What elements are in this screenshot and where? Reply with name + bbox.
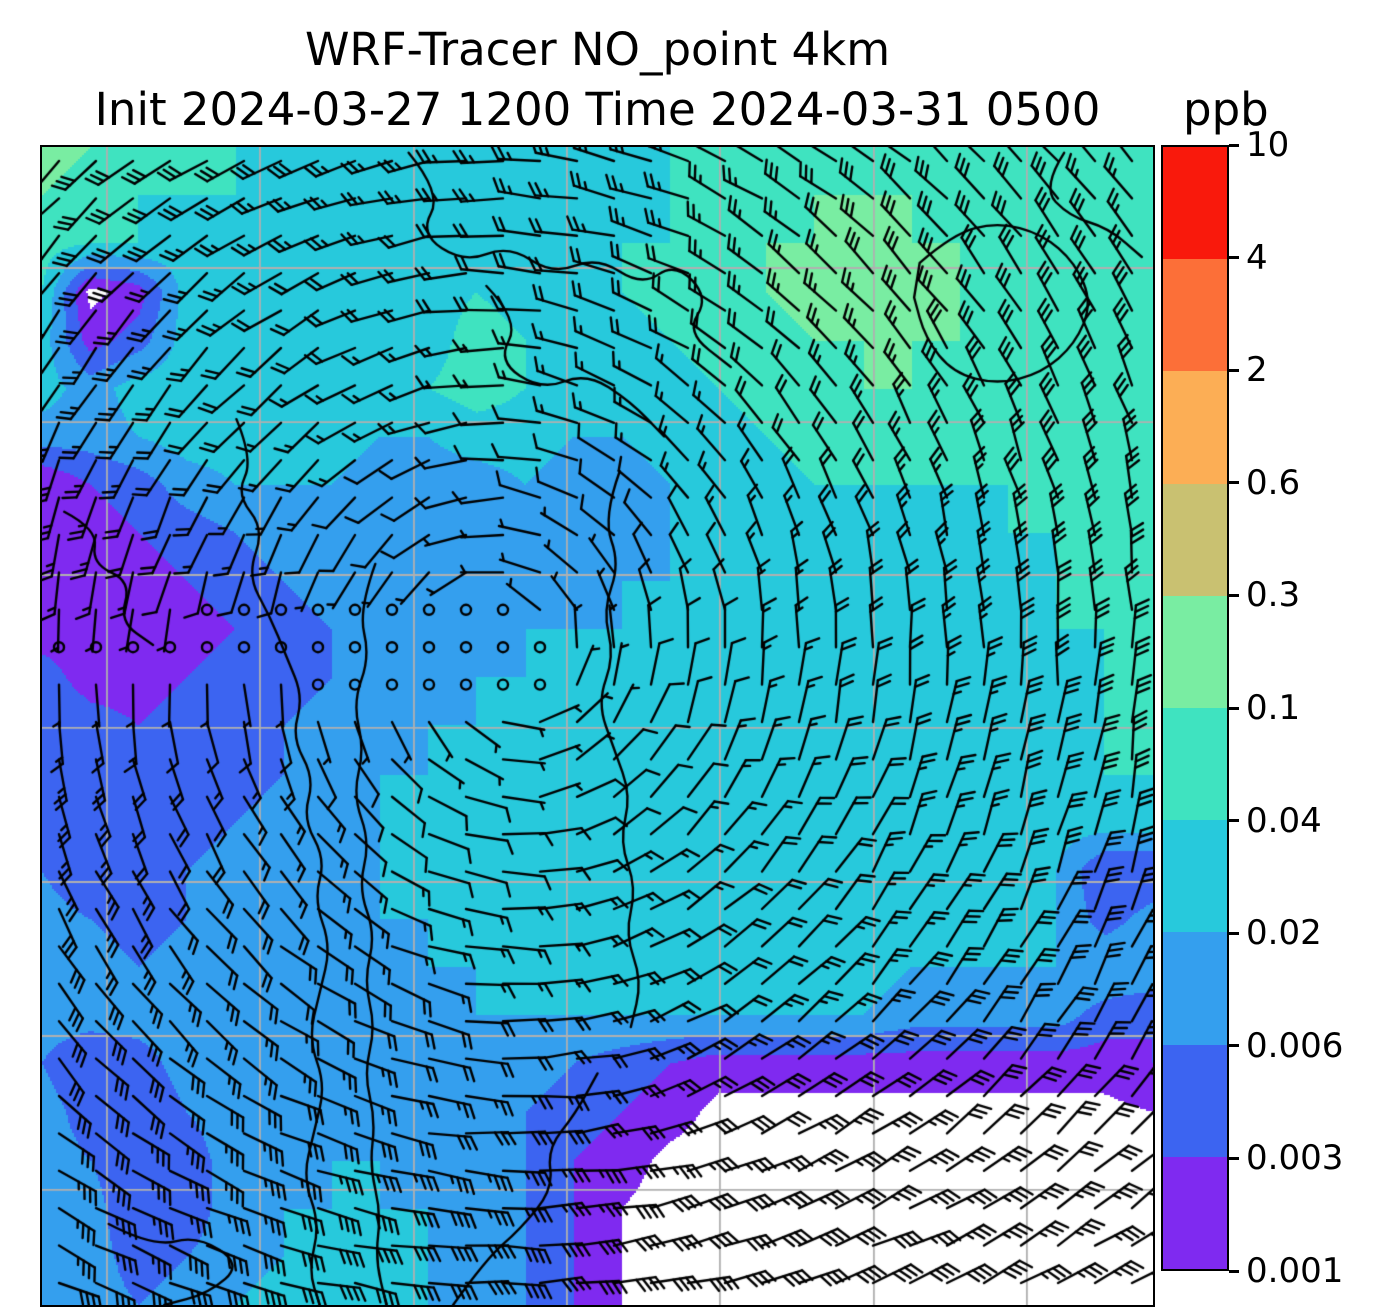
colorbar-tick-label: 0.001 xyxy=(1246,1251,1344,1291)
colorbar-tick xyxy=(1229,1269,1239,1273)
colorbar-tick xyxy=(1229,593,1239,597)
colorbar-tick-label: 10 xyxy=(1246,125,1290,165)
colorbar-tick xyxy=(1229,706,1239,710)
colorbar xyxy=(1161,145,1229,1271)
colorbar-tick-label: 0.006 xyxy=(1246,1025,1344,1066)
colorbar-band xyxy=(1163,708,1227,821)
colorbar-tick-label: 0.1 xyxy=(1246,688,1301,728)
figure-title: WRF-Tracer NO_point 4km xyxy=(304,23,891,76)
colorbar-tick xyxy=(1229,481,1239,485)
colorbar-tick-label: 0.02 xyxy=(1246,913,1322,954)
colorbar-tick-label: 2 xyxy=(1246,350,1268,391)
colorbar-tick-label: 4 xyxy=(1246,237,1268,278)
map-canvas xyxy=(40,145,1155,1307)
colorbar-tick xyxy=(1229,1044,1239,1048)
colorbar-band xyxy=(1163,483,1227,596)
colorbar-tick xyxy=(1229,143,1239,147)
colorbar-band xyxy=(1163,1156,1227,1270)
colorbar-band xyxy=(1163,147,1227,260)
colorbar-tick xyxy=(1229,819,1239,823)
colorbar-tick-label: 0.6 xyxy=(1246,462,1301,503)
colorbar-band xyxy=(1163,371,1227,484)
colorbar-band xyxy=(1163,1044,1227,1157)
colorbar-tick xyxy=(1229,931,1239,935)
colorbar-tick-label: 0.003 xyxy=(1246,1138,1344,1179)
colorbar-unit-label: ppb xyxy=(1183,83,1269,136)
colorbar-tick-label: 0.3 xyxy=(1246,575,1301,616)
colorbar-band xyxy=(1163,932,1227,1045)
figure-subtitle: Init 2024-03-27 1200 Time 2024-03-31 050… xyxy=(94,83,1101,136)
colorbar-band xyxy=(1163,259,1227,372)
colorbar-tick xyxy=(1229,368,1239,372)
colorbar-tick xyxy=(1229,256,1239,260)
colorbar-tick xyxy=(1229,1156,1239,1160)
colorbar-tick-label: 0.04 xyxy=(1246,800,1322,841)
colorbar-band xyxy=(1163,820,1227,933)
colorbar-band xyxy=(1163,595,1227,709)
